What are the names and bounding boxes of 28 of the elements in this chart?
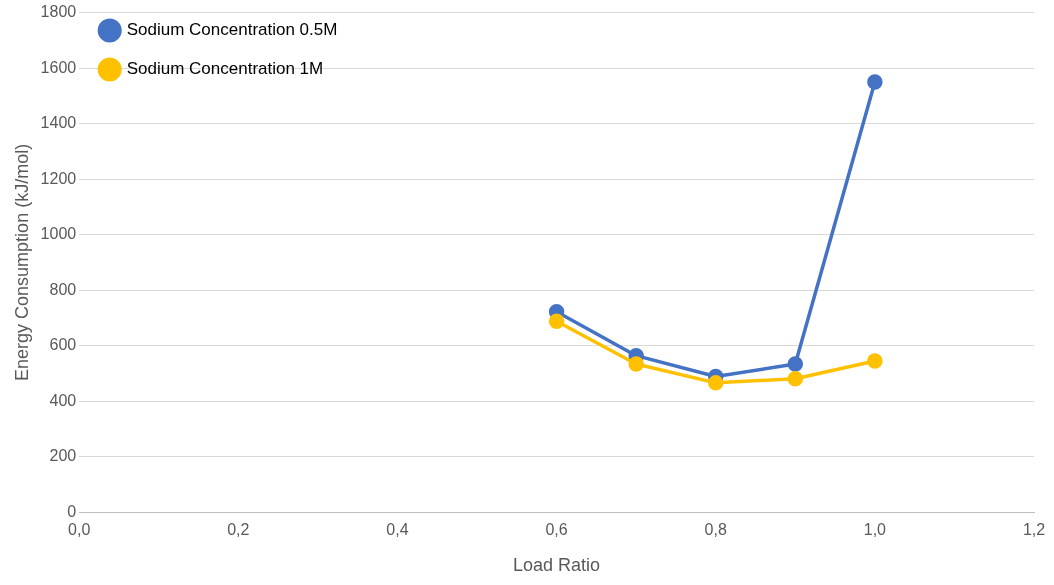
legend-label: Sodium Concentration 1M xyxy=(126,59,324,79)
x-tick-label: 0,4 xyxy=(386,521,409,539)
point xyxy=(707,375,724,391)
point xyxy=(867,74,883,90)
x-axis-title: Load Ratio xyxy=(513,555,601,576)
point xyxy=(787,370,804,387)
x-tick-label: 1,0 xyxy=(863,521,887,539)
x-tick-label: 0,2 xyxy=(227,521,250,539)
y-tick-label: 1800 xyxy=(40,3,77,21)
point xyxy=(628,356,644,372)
y-tick-label: 200 xyxy=(49,447,77,465)
y-tick-label: 0 xyxy=(67,502,77,520)
y-tick-label: 800 xyxy=(49,280,77,298)
x-tick-label: 0,6 xyxy=(545,521,568,539)
y-tick-label: 400 xyxy=(49,391,77,409)
y-tick-label: 1200 xyxy=(40,169,77,187)
legend-label: Sodium Concentration 0.5M xyxy=(126,20,338,40)
point xyxy=(787,356,804,372)
y-axis-title: Energy Consumption (kJ/mol) xyxy=(11,143,32,381)
x-tick-label: 0,8 xyxy=(704,521,727,539)
y-tick-label: 1600 xyxy=(40,58,77,76)
y-tick-label: 600 xyxy=(49,336,77,354)
x-tick-label: 0,0 xyxy=(68,521,91,539)
x-tick-label: 1,2 xyxy=(1022,521,1046,539)
point xyxy=(867,353,883,369)
y-tick-label: 1000 xyxy=(40,225,77,243)
point xyxy=(548,313,565,329)
y-tick-label: 1400 xyxy=(40,114,77,132)
